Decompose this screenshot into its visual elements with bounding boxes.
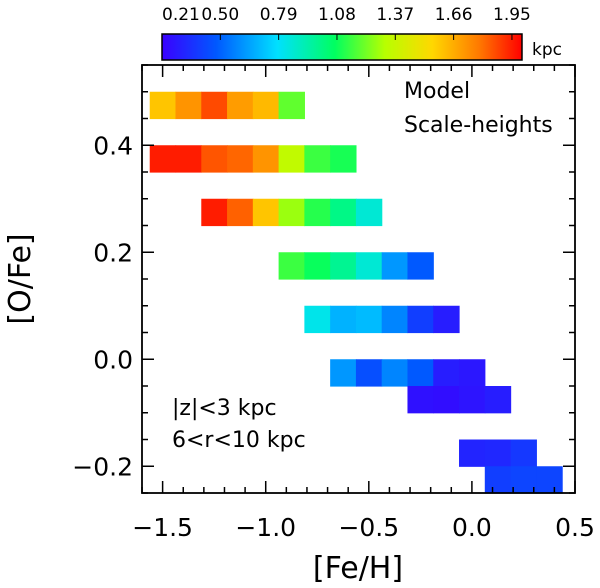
heatmap-cell: [510, 439, 537, 467]
heatmap-cell: [355, 305, 383, 334]
heatmap-cell: [484, 386, 512, 414]
heatmap-cell: [433, 359, 460, 387]
colorbar-gradient: [161, 33, 523, 61]
heatmap-cell: [433, 386, 460, 414]
heatmap-cell: [227, 198, 254, 227]
colorbar-tick-label: 0.50: [201, 5, 239, 25]
heatmap-cell: [304, 252, 331, 280]
heatmap-cell: [433, 305, 460, 334]
y-tick-label: −0.2: [72, 452, 133, 481]
y-tick-label: 0.0: [93, 345, 133, 374]
heatmap-cell: [252, 198, 280, 227]
heatmap-cell: [304, 198, 331, 227]
heatmap-cell: [278, 91, 305, 120]
y-tick-label: 0.4: [93, 131, 133, 160]
heatmap-cell: [407, 252, 434, 280]
annotation-model-line2: Scale-heights: [404, 113, 553, 138]
heatmap-cell: [201, 145, 228, 173]
annotation-selection-line2: 6<r<10 kpc: [172, 428, 306, 453]
heatmap-cell: [201, 91, 228, 120]
heatmap-cell: [381, 305, 409, 334]
y-tick-label: 0.2: [93, 238, 133, 267]
annotation-model: Model Scale-heights: [404, 79, 553, 138]
heatmap-cell: [330, 359, 357, 387]
heatmap-cell: [252, 145, 280, 173]
heatmap-cell: [175, 145, 202, 173]
heatmap-cell: [330, 252, 357, 280]
x-tick-label: −0.5: [338, 513, 399, 542]
axis-ticks: −1.5 −1.0 −0.5 0.0 0.5 −0.2 0.0 0.2 0.4: [72, 64, 595, 542]
heatmap-cell: [484, 466, 512, 494]
heatmap-cell: [459, 439, 486, 467]
heatmap-cell: [355, 359, 383, 387]
heatmap-cell: [381, 359, 409, 387]
heatmap-cell: [484, 439, 512, 467]
heatmap-cell: [227, 91, 254, 120]
x-tick-label: 0.0: [452, 513, 492, 542]
heatmap-cells: [149, 91, 563, 494]
colorbar-tick-label: 1.66: [435, 5, 473, 25]
colorbar: 0.21 0.50 0.79 1.08 1.37 1.66 1.95 kpc: [161, 5, 562, 61]
heatmap-cell: [459, 386, 486, 414]
colorbar-ticks: 0.21 0.50 0.79 1.08 1.37 1.66 1.95: [161, 5, 531, 40]
heatmap-cell: [304, 305, 331, 334]
heatmap-cell: [278, 252, 305, 280]
colorbar-unit: kpc: [532, 40, 562, 60]
heatmap-cell: [175, 91, 202, 120]
annotation-selection: |z|<3 kpc 6<r<10 kpc: [172, 396, 306, 453]
heatmap-cell: [407, 359, 434, 387]
heatmap-cell: [330, 198, 357, 227]
heatmap-cell: [252, 91, 280, 120]
colorbar-tick-label: 0.79: [260, 5, 298, 25]
colorbar-tick-label: 0.21: [162, 5, 200, 25]
heatmap-cell: [149, 145, 177, 173]
x-tick-label: −1.0: [235, 513, 296, 542]
annotation-selection-line1: |z|<3 kpc: [172, 396, 277, 421]
colorbar-tick-label: 1.95: [493, 5, 531, 25]
heatmap-cell: [381, 252, 409, 280]
heatmap-cell: [278, 145, 305, 173]
heatmap-cell: [278, 198, 305, 227]
heatmap-cell: [149, 91, 177, 120]
x-axis-title: [Fe/H]: [313, 551, 403, 586]
colorbar-tick-label: 1.37: [376, 5, 414, 25]
heatmap-cell: [304, 145, 331, 173]
annotation-model-line1: Model: [404, 79, 470, 104]
heatmap-cell: [459, 359, 486, 387]
y-axis-title: [O/Fe]: [3, 233, 38, 324]
heatmap-cell: [510, 466, 537, 494]
heatmap-cell: [536, 466, 563, 494]
heatmap-cell: [407, 386, 434, 414]
heatmap-cell: [330, 305, 357, 334]
heatmap-cell: [330, 145, 357, 173]
heatmap-cell: [355, 252, 383, 280]
colorbar-tick-label: 1.08: [318, 5, 356, 25]
heatmap-cell: [201, 198, 228, 227]
heatmap-cell: [407, 305, 434, 334]
x-tick-label: −1.5: [132, 513, 193, 542]
heatmap-cell: [355, 198, 383, 227]
heatmap-cell: [227, 145, 254, 173]
x-tick-label: 0.5: [555, 513, 595, 542]
